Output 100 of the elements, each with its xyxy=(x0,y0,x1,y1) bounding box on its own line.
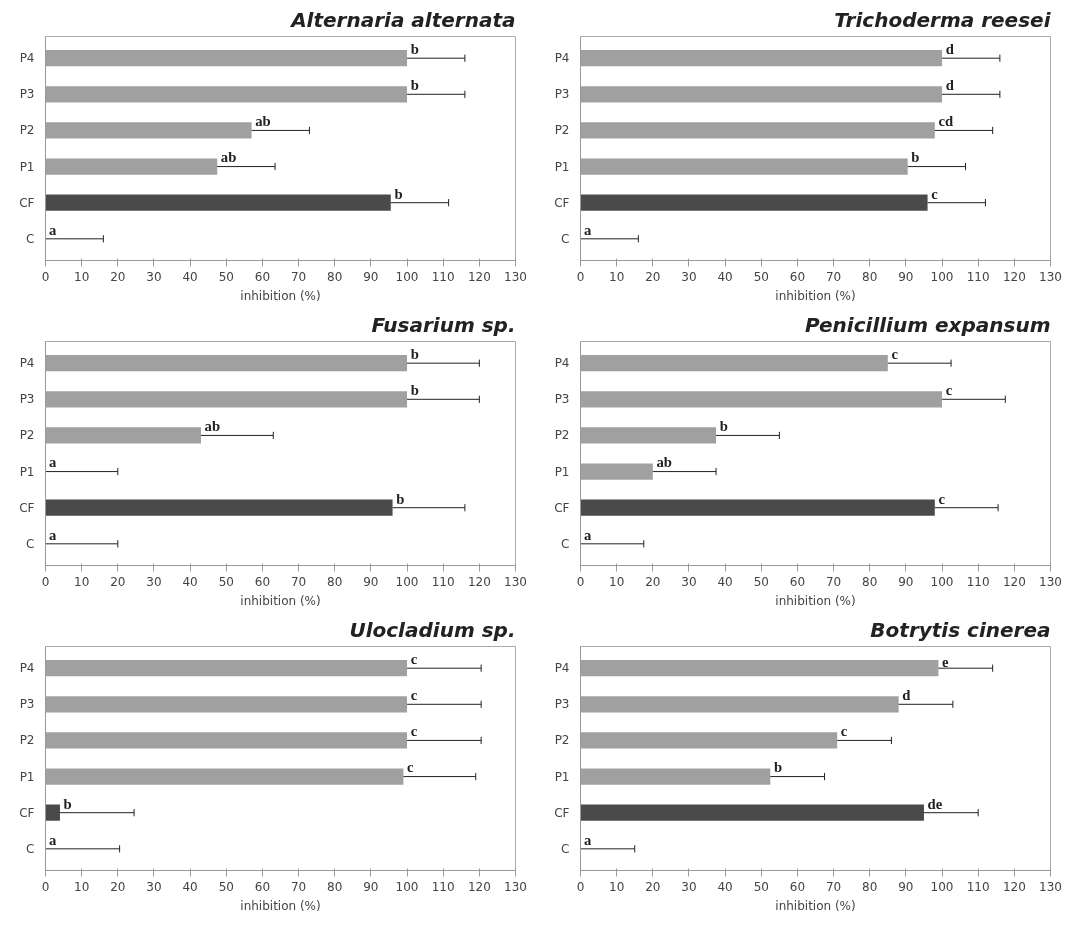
x-tick-label: 120 xyxy=(1002,574,1026,589)
x-tick-label: 110 xyxy=(431,574,455,589)
y-tick-label: P3 xyxy=(554,87,570,102)
chart-title: Ulocladium sp. xyxy=(349,617,516,642)
data-label: c xyxy=(410,687,418,704)
y-tick-label: C xyxy=(26,231,35,246)
data-label: d xyxy=(945,77,954,94)
y-tick-label: P4 xyxy=(554,356,570,371)
x-tick-label: 10 xyxy=(609,574,625,589)
x-tick-label: 130 xyxy=(1039,879,1062,894)
x-tick-label: 60 xyxy=(254,879,271,894)
y-tick-label: P2 xyxy=(554,123,570,138)
data-label: ab xyxy=(255,113,271,130)
y-tick-label: P2 xyxy=(554,428,570,443)
y-tick-label: CF xyxy=(19,500,35,515)
x-tick-label: 40 xyxy=(717,879,733,894)
x-tick-label: 60 xyxy=(789,574,806,589)
x-tick-label: 80 xyxy=(862,879,878,894)
x-axis-title: inhibition (%) xyxy=(240,288,321,303)
data-label: b xyxy=(410,346,419,363)
x-tick-label: 120 xyxy=(467,879,491,894)
chart-title: Alternaria alternata xyxy=(289,7,516,32)
chart-title: Botrytis cinerea xyxy=(870,617,1051,642)
x-tick-label: 50 xyxy=(218,574,234,589)
x-tick-label: 130 xyxy=(504,269,527,284)
y-tick-label: P1 xyxy=(554,464,570,479)
data-label: b xyxy=(410,382,419,399)
x-tick-label: 10 xyxy=(74,879,90,894)
x-tick-label: 120 xyxy=(1002,879,1026,894)
x-tick-label: 0 xyxy=(576,879,585,894)
x-tick-label: 130 xyxy=(1039,574,1062,589)
data-label: b xyxy=(719,418,728,435)
y-tick-label: CF xyxy=(19,195,35,210)
data-label: a xyxy=(584,526,593,543)
y-tick-label: P1 xyxy=(554,159,570,174)
data-label: b xyxy=(773,759,783,776)
x-tick-label: 0 xyxy=(576,269,585,284)
y-tick-label: P4 xyxy=(19,661,35,676)
y-tick-label: P3 xyxy=(19,697,35,712)
x-tick-label: 40 xyxy=(182,269,198,284)
x-tick-label: 20 xyxy=(110,269,126,284)
x-axis-title: inhibition (%) xyxy=(775,898,856,913)
x-axis-title: inhibition (%) xyxy=(775,288,856,303)
x-tick-label: 60 xyxy=(254,574,271,589)
x-tick-label: 80 xyxy=(327,879,343,894)
x-tick-label: 10 xyxy=(609,269,625,284)
data-label: cd xyxy=(938,113,954,130)
y-tick-label: C xyxy=(26,536,35,551)
y-tick-label: P4 xyxy=(554,661,570,676)
x-tick-label: 20 xyxy=(110,879,126,894)
x-tick-label: 90 xyxy=(898,879,914,894)
x-tick-label: 60 xyxy=(789,269,806,284)
x-tick-label: 70 xyxy=(290,269,307,284)
y-tick-label: CF xyxy=(19,805,35,820)
x-axis-title: inhibition (%) xyxy=(240,593,321,608)
y-tick-label: C xyxy=(561,536,570,551)
data-label: c xyxy=(945,382,953,399)
x-tick-label: 80 xyxy=(327,574,343,589)
x-tick-label: 40 xyxy=(182,574,198,589)
data-label: a xyxy=(49,831,58,848)
y-tick-label: C xyxy=(26,841,35,856)
x-tick-label: 130 xyxy=(504,574,527,589)
data-label: d xyxy=(902,687,911,704)
data-label: c xyxy=(410,651,418,668)
data-label: c xyxy=(891,346,899,363)
x-tick-label: 90 xyxy=(363,574,379,589)
data-label: a xyxy=(49,221,58,238)
x-tick-label: 40 xyxy=(717,574,733,589)
y-tick-label: CF xyxy=(554,500,570,515)
x-tick-label: 0 xyxy=(41,269,50,284)
x-tick-label: 40 xyxy=(182,879,198,894)
data-label: a xyxy=(49,454,58,471)
x-tick-label: 120 xyxy=(467,574,491,589)
x-tick-label: 30 xyxy=(681,879,697,894)
y-tick-label: P1 xyxy=(19,769,35,784)
x-tick-label: 70 xyxy=(825,269,842,284)
data-label: b xyxy=(396,490,405,507)
x-tick-label: 80 xyxy=(862,269,878,284)
data-label: c xyxy=(410,723,418,740)
x-tick-label: 30 xyxy=(146,269,162,284)
data-label: b xyxy=(410,41,419,58)
y-tick-label: C xyxy=(561,231,570,246)
x-tick-label: 60 xyxy=(254,269,271,284)
x-tick-label: 50 xyxy=(753,269,769,284)
data-label: a xyxy=(584,221,593,238)
x-tick-label: 30 xyxy=(681,269,697,284)
data-label: ab xyxy=(656,454,672,471)
x-tick-label: 60 xyxy=(789,879,806,894)
x-tick-label: 50 xyxy=(753,879,769,894)
y-tick-label: C xyxy=(561,841,570,856)
data-label: c xyxy=(840,723,848,740)
x-tick-label: 20 xyxy=(645,879,661,894)
x-tick-label: 100 xyxy=(395,269,419,284)
chart-title: Fusarium sp. xyxy=(371,312,516,337)
data-label: c xyxy=(931,185,939,202)
x-tick-label: 120 xyxy=(467,269,491,284)
x-tick-label: 120 xyxy=(1002,269,1026,284)
data-label: c xyxy=(407,759,415,776)
y-tick-label: P2 xyxy=(19,428,35,443)
x-tick-label: 30 xyxy=(681,574,697,589)
